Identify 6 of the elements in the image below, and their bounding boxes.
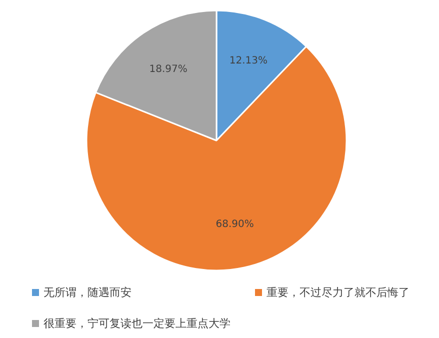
legend-label: 重要，不过尽力了就不后悔了 xyxy=(266,286,410,299)
data-label: 18.97% xyxy=(149,64,188,75)
data-label: 68.90% xyxy=(216,218,254,230)
legend-label: 无所谓，随遇而安 xyxy=(44,286,132,299)
legend-label: 很重要，宁可复读也一定要上重点大学 xyxy=(44,317,230,330)
data-label: 12.13% xyxy=(229,55,268,66)
